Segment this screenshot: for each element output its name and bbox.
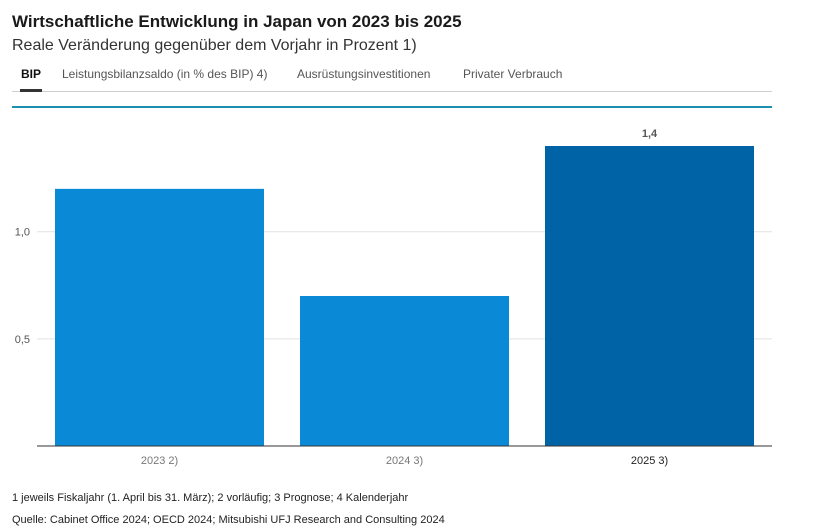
source-note: Quelle: Cabinet Office 2024; OECD 2024; … [12, 514, 445, 526]
tab-bip[interactable]: BIP [20, 64, 43, 92]
data-label: 1,4 [642, 128, 658, 140]
bar-chart: 0,5 1,0 2023 2) 2024 3) 2025 3) 1,4 [15, 128, 772, 467]
tab-bar: BIP Leistungsbilanzsaldo (in % des BIP) … [12, 64, 772, 92]
tab-leistungsbilanzsaldo[interactable]: Leistungsbilanzsaldo (in % des BIP) 4) [62, 67, 268, 81]
x-tick-label: 2024 3) [386, 455, 423, 467]
x-tick-label: 2023 2) [141, 455, 178, 467]
y-tick-label: 1,0 [15, 227, 30, 239]
chart-subtitle: Reale Veränderung gegenüber dem Vorjahr … [12, 37, 417, 54]
bar [55, 188, 264, 446]
tab-privater-verbrauch[interactable]: Privater Verbrauch [463, 67, 563, 81]
y-tick-label: 0,5 [15, 334, 30, 346]
x-tick-label: 2025 3) [631, 455, 668, 467]
chart-title: Wirtschaftliche Entwicklung in Japan von… [12, 12, 462, 31]
accent-divider [12, 106, 772, 108]
bar [545, 146, 754, 446]
bar [300, 296, 509, 446]
tab-ausruestungsinvestitionen[interactable]: Ausrüstungsinvestitionen [297, 67, 431, 81]
footnote: 1 jeweils Fiskaljahr (1. April bis 31. M… [12, 492, 409, 504]
